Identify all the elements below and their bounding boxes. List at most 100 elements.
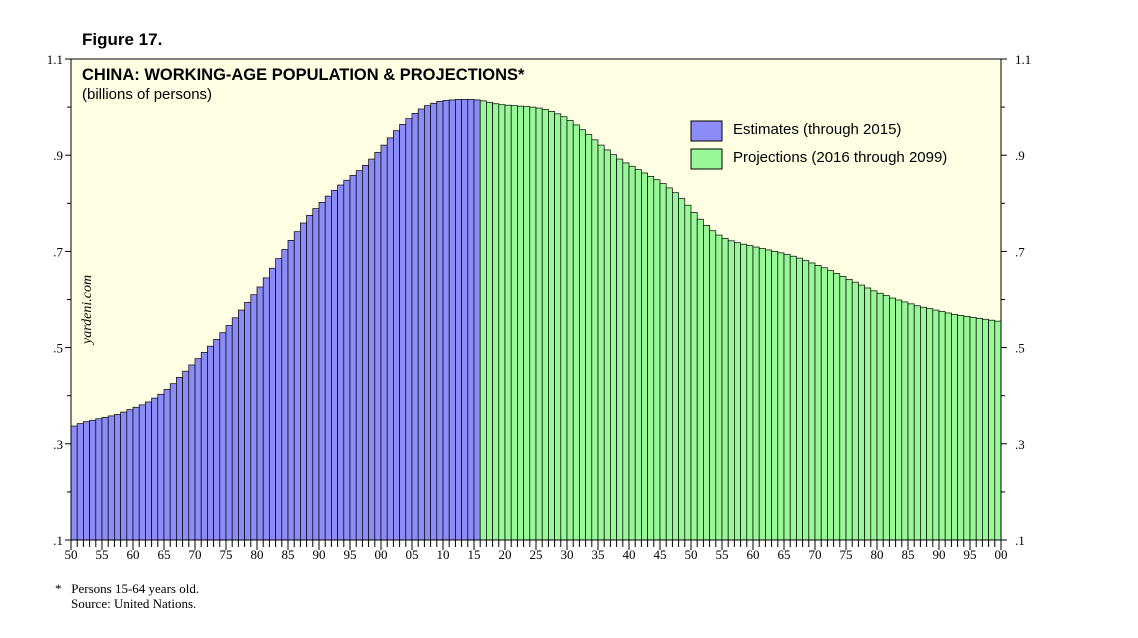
estimate-bar-1980 [256,286,264,541]
y-tick-label-right: .3 [1015,437,1025,452]
projection-bar-2069 [808,262,816,541]
x-tick-label: 95 [964,547,977,562]
estimate-bar-1989 [312,208,320,541]
x-tick-label: 65 [778,547,791,562]
projection-bar-2079 [870,290,878,541]
projection-bar-2089 [932,309,940,541]
estimate-bar-1988 [306,214,314,541]
projection-bar-2048 [678,198,686,541]
estimate-bar-2006 [417,108,425,541]
x-tick-label: 10 [437,547,450,562]
projection-bar-2071 [820,267,828,541]
projection-bar-2098 [988,319,996,541]
projection-bar-2080 [876,292,884,541]
estimate-bar-1982 [269,267,276,541]
projection-bar-2035 [597,144,605,541]
projection-bar-2068 [802,260,810,541]
estimate-bar-1990 [318,201,326,541]
estimate-bar-2008 [430,102,438,541]
x-tick-label: 45 [654,547,667,562]
chart-title: CHINA: WORKING-AGE POPULATION & PROJECTI… [82,66,525,84]
estimate-bar-1993 [337,184,345,541]
projection-bar-2060 [752,246,760,541]
projection-bar-2018 [492,103,500,541]
y-tick-label-right: .5 [1015,341,1025,356]
estimate-bar-2010 [442,100,450,541]
estimate-bar-1976 [231,317,239,541]
projection-bar-2019 [498,104,506,541]
projection-bar-2084 [901,301,909,541]
x-tick-label: 30 [561,547,574,562]
projection-bar-2072 [827,270,834,541]
estimate-bar-1987 [300,222,307,541]
y-tick-label-left: .5 [53,341,63,356]
x-tick-label: 05 [406,547,419,562]
estimate-bar-2007 [424,105,431,541]
x-tick-label: 35 [592,547,605,562]
estimate-bar-2012 [455,99,462,541]
estimate-bar-1964 [157,393,165,541]
estimate-bar-1999 [374,151,382,541]
estimate-bar-1956 [107,415,115,541]
estimate-bar-2011 [448,99,456,541]
projection-bar-2087 [920,306,927,541]
projection-bar-2075 [845,278,853,541]
estimate-bar-2001 [386,137,394,541]
estimate-bar-1966 [169,383,177,541]
x-tick-label: 00 [995,547,1008,562]
estimate-bar-1983 [275,258,283,541]
estimate-bar-1992 [331,189,338,541]
projection-bar-2027 [548,111,555,541]
estimate-bar-2013 [461,99,469,541]
projection-bar-2058 [740,243,748,541]
projection-bar-2064 [777,252,785,541]
estimate-bar-1974 [219,332,227,541]
estimate-bar-1968 [182,370,190,541]
projection-bar-2097 [982,318,989,541]
x-tick-label: 25 [530,547,543,562]
projection-bar-2083 [895,299,903,541]
estimate-bar-2003 [399,124,407,541]
legend-swatch-projections [690,148,723,170]
estimate-bar-1970 [194,358,202,541]
estimate-bar-1953 [89,419,97,541]
estimate-bar-2005 [411,112,419,541]
estimate-bar-1963 [151,397,159,541]
projection-bar-2066 [789,255,797,541]
projection-bar-2030 [566,120,574,541]
estimate-bar-1951 [76,423,84,541]
estimate-bar-2015 [473,99,481,541]
x-tick-label: 85 [282,547,295,562]
y-tick-label-left: .1 [53,533,63,548]
projection-bar-2070 [814,265,822,541]
footnote-line-1: * Persons 15-64 years old. [55,581,199,596]
estimate-bar-1962 [145,401,152,541]
projection-bar-2078 [864,287,872,541]
projection-bar-2050 [690,212,698,541]
projection-bar-2021 [510,105,518,541]
projection-bar-2090 [938,311,946,541]
projection-bar-2063 [771,251,779,541]
projection-bar-2042 [641,172,648,541]
projection-bar-2088 [926,308,934,541]
x-tick-label: 60 [747,547,760,562]
projection-bar-2037 [610,154,617,541]
projection-bar-2057 [734,242,741,541]
estimate-bar-1995 [349,175,357,541]
projection-bar-2096 [975,317,983,541]
estimate-bar-1950 [70,425,78,541]
estimate-bar-1984 [281,249,289,541]
y-tick-label-right: .1 [1015,533,1025,548]
projection-bar-2093 [957,315,965,541]
x-tick-label: 00 [375,547,388,562]
legend: Estimates (through 2015) Projections (20… [690,120,947,170]
projection-bar-2077 [858,284,865,541]
projection-bar-2017 [486,101,493,541]
estimate-bar-1977 [238,309,245,541]
projection-bar-2076 [851,281,859,541]
x-tick-label: 70 [189,547,202,562]
projection-bar-2061 [758,248,766,541]
projection-bar-2023 [523,106,531,541]
estimate-bar-1969 [188,364,196,541]
y-tick-label-right: 1.1 [1015,52,1031,67]
